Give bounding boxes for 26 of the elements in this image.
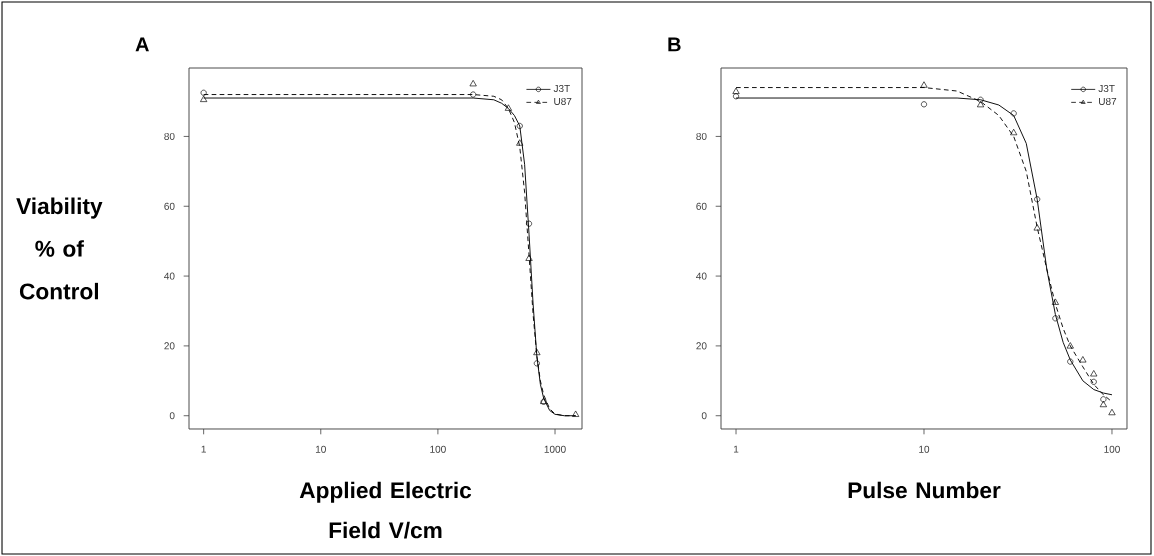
- x-tick-label: 100: [430, 445, 446, 453]
- y-tick-label: 0: [169, 412, 175, 420]
- y-tick-label: 80: [696, 132, 707, 140]
- x-axis-title: Pulse Number: [848, 481, 1001, 499]
- y-tick-label: 40: [164, 272, 175, 280]
- x-tick-label: 1: [733, 445, 739, 453]
- y-tick-label: 20: [696, 342, 707, 350]
- y-tick-label: 0: [701, 412, 707, 420]
- chart-title: B: [668, 37, 681, 52]
- x-tick-label: 10: [919, 445, 930, 453]
- y-tick-label: 20: [164, 342, 175, 350]
- y-tick-label: 80: [164, 132, 175, 140]
- y-tick-label: 40: [696, 272, 707, 280]
- x-axis-title: Applied Electric Field V/cm: [299, 481, 472, 539]
- legend-label: J3T: [553, 84, 570, 92]
- chart-title: A: [135, 37, 149, 52]
- y-tick-label: 60: [164, 202, 175, 210]
- legend-label: J3T: [1098, 84, 1115, 92]
- y-axis-title: Viability % of Control: [16, 197, 103, 300]
- legend-label: U87: [1099, 97, 1117, 105]
- x-tick-label: 1: [201, 445, 206, 453]
- x-tick-label: 1000: [544, 445, 566, 453]
- x-tick-label: 10: [315, 445, 326, 453]
- y-tick-label: 60: [696, 202, 707, 210]
- x-tick-label: 100: [1104, 445, 1120, 453]
- legend-label: U87: [554, 97, 572, 105]
